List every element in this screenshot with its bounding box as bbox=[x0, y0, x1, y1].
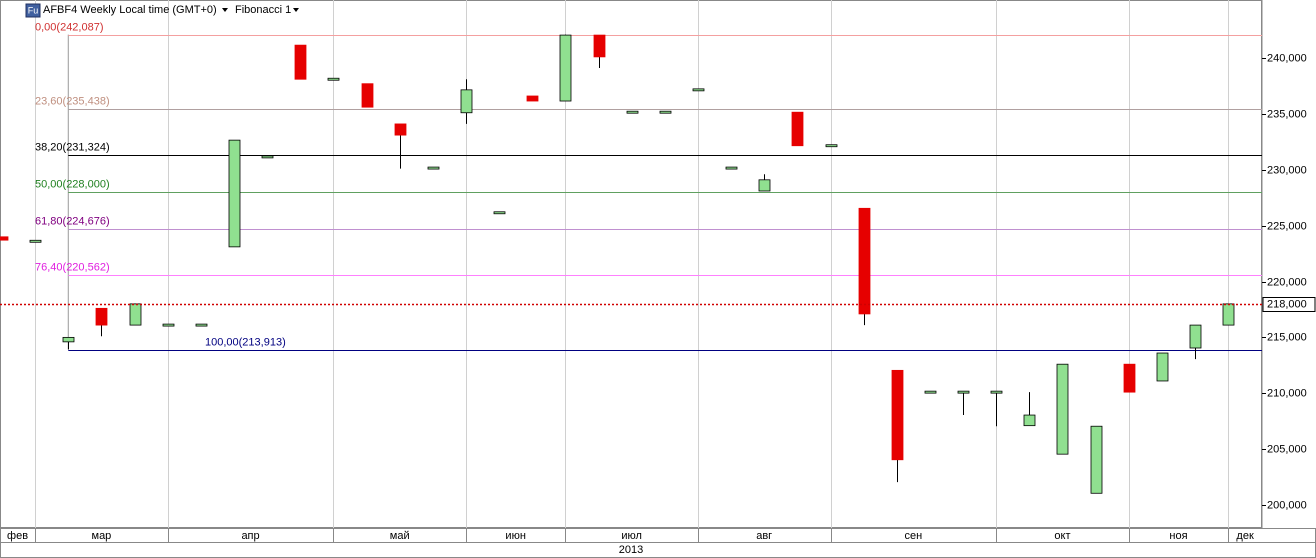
month-label: май bbox=[390, 530, 410, 542]
symbol-dropdown-arrow[interactable] bbox=[222, 8, 228, 12]
candle-body bbox=[460, 89, 473, 114]
last-price-label: 218,000 bbox=[1267, 298, 1307, 310]
candle-body bbox=[593, 34, 606, 58]
month-label: авг bbox=[756, 530, 772, 542]
fib-level-label: 0,00(242,087) bbox=[35, 21, 104, 33]
fib-level-label: 100,00(213,913) bbox=[205, 336, 286, 348]
candle-body bbox=[1222, 303, 1235, 326]
candle-body bbox=[1056, 363, 1069, 455]
y-tick-label: 210,000 bbox=[1267, 387, 1307, 399]
candle-body bbox=[162, 323, 175, 327]
month-label: апр bbox=[241, 530, 259, 542]
month-axis bbox=[0, 528, 1316, 543]
candle-body bbox=[957, 390, 970, 394]
month-label: июн bbox=[505, 530, 525, 542]
month-label: фев bbox=[7, 530, 28, 542]
study-label[interactable]: Fibonacci 1 bbox=[235, 4, 291, 16]
y-tick-label: 200,000 bbox=[1267, 499, 1307, 511]
year-label: 2013 bbox=[619, 544, 643, 556]
candle-body bbox=[758, 179, 771, 192]
candle-body bbox=[0, 236, 9, 241]
candle-body bbox=[891, 369, 904, 461]
candle-body bbox=[692, 88, 705, 92]
month-label: мар bbox=[92, 530, 112, 542]
y-tick-label: 230,000 bbox=[1267, 164, 1307, 176]
y-tick-label: 235,000 bbox=[1267, 108, 1307, 120]
candle-body bbox=[1090, 425, 1103, 494]
candle-body bbox=[858, 207, 871, 315]
candle-body bbox=[261, 155, 274, 159]
candle-body bbox=[1023, 414, 1036, 427]
last-price-box bbox=[1262, 297, 1316, 312]
symbol-icon[interactable] bbox=[25, 3, 41, 18]
fib-level-label: 38,20(231,324) bbox=[35, 141, 110, 153]
candle-body bbox=[294, 44, 307, 80]
y-tick-label: 205,000 bbox=[1267, 443, 1307, 455]
candle-body bbox=[559, 34, 572, 102]
candle-body bbox=[228, 139, 241, 248]
candle-body bbox=[1123, 363, 1136, 393]
candle-body bbox=[195, 323, 208, 327]
month-label: дек bbox=[1236, 530, 1254, 542]
candle-body bbox=[62, 336, 75, 343]
symbol-label[interactable]: AFBF4 Weekly Local time (GMT+0) bbox=[43, 4, 217, 16]
candle-body bbox=[95, 307, 108, 326]
candle-body bbox=[427, 166, 440, 170]
fib-level-label: 23,60(235,438) bbox=[35, 95, 110, 107]
candle-body bbox=[29, 239, 42, 243]
candle-body bbox=[924, 390, 937, 394]
candle-body bbox=[327, 77, 340, 81]
candle-body bbox=[129, 303, 142, 326]
candle-body bbox=[659, 110, 672, 114]
study-dropdown-arrow[interactable] bbox=[293, 8, 299, 12]
candle-body bbox=[791, 111, 804, 147]
fib-level-label: 50,00(228,000) bbox=[35, 178, 110, 190]
y-tick-label: 225,000 bbox=[1267, 220, 1307, 232]
month-label: ноя bbox=[1169, 530, 1187, 542]
plot-layer: 0,00(242,087) 23,60(235,438) 38,20(231,324… bbox=[0, 0, 1262, 528]
candle-body bbox=[1189, 324, 1202, 349]
month-label: окт bbox=[1054, 530, 1070, 542]
candle-body bbox=[990, 390, 1003, 394]
y-tick-label: 215,000 bbox=[1267, 331, 1307, 343]
candle-body bbox=[725, 166, 738, 170]
y-tick-label: 240,000 bbox=[1267, 52, 1307, 64]
candle-body bbox=[526, 95, 539, 102]
candle-body bbox=[825, 144, 838, 148]
candle-body bbox=[493, 211, 506, 215]
fib-level-label: 61,80(224,676) bbox=[35, 215, 110, 227]
month-label: июл bbox=[621, 530, 642, 542]
plot-frame bbox=[0, 0, 1262, 528]
year-axis bbox=[0, 542, 1316, 558]
month-label: сен bbox=[904, 530, 922, 542]
price-axis bbox=[1262, 0, 1316, 528]
y-tick-label: 220,000 bbox=[1267, 276, 1307, 288]
symbol-icon-text: Fu bbox=[28, 5, 39, 15]
candle-body bbox=[626, 110, 639, 114]
candle-body bbox=[361, 83, 374, 108]
candle-body bbox=[394, 123, 407, 136]
fib-level-label: 76,40(220,562) bbox=[35, 261, 110, 273]
candle-body bbox=[1156, 352, 1169, 382]
